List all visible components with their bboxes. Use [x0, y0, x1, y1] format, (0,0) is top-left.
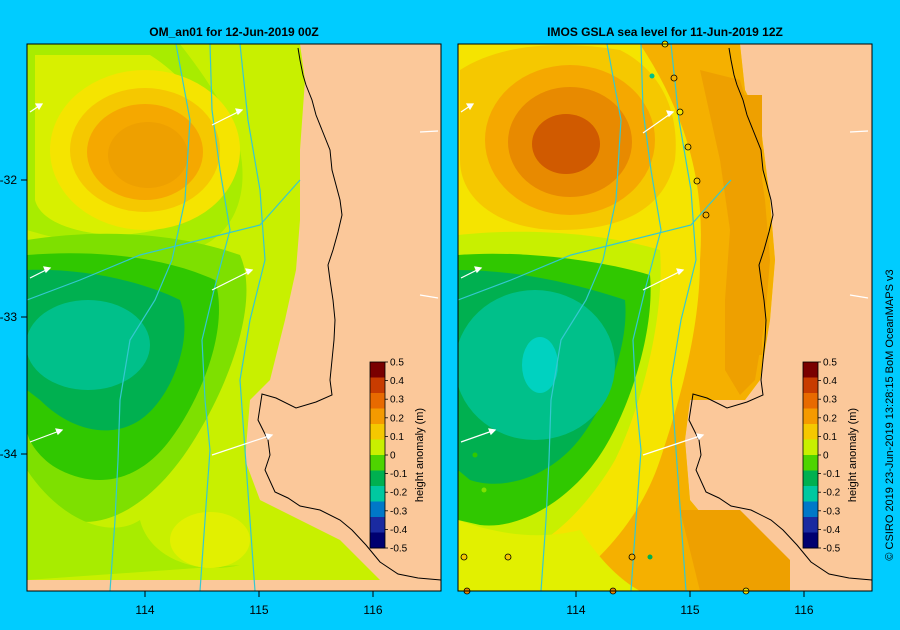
- colorbar-tick-label: -0.5: [823, 544, 841, 555]
- panel-frame: [457, 43, 873, 592]
- colorbar-swatch: [370, 455, 385, 471]
- panel-title: IMOS GSLA sea level for 11-Jun-2019 12Z: [547, 25, 783, 39]
- current-vectors: [460, 103, 869, 456]
- colorbar-swatch: [803, 470, 818, 487]
- colorbar-swatch: [370, 393, 385, 409]
- colorbar-swatch: [370, 377, 385, 394]
- colorbar-label: height anomaly (m): [847, 408, 859, 502]
- y-tick-label: -33: [0, 310, 17, 324]
- colorbar-swatch: [803, 517, 818, 533]
- colorbar: 0.5 0.4 0.3 0.2 0.1 0 -0.1 -0.2 -0.3 -0.4 -0.5 hei…: [802, 358, 859, 555]
- colorbar-swatch: [370, 424, 385, 440]
- colorbar: 0.5 0.4 0.3 0.2 0.1 0 -0.1 -0.2 -0.3 -0.4 -0.5 hei…: [369, 358, 426, 555]
- x-axis: 114 115 116: [135, 591, 383, 617]
- colorbar-tick-label: -0.1: [390, 469, 408, 480]
- colorbar-tick-label: 0.4: [823, 376, 837, 387]
- altimeter-tracks: [458, 44, 732, 591]
- colorbar-tick-label: -0.4: [823, 525, 841, 536]
- x-tick-label: 115: [249, 603, 268, 617]
- colorbar-swatch: [370, 501, 385, 518]
- colorbar-tick-label: 0.3: [390, 395, 404, 406]
- colorbar-swatch: [803, 424, 818, 440]
- colorbar-tick-label: -0.4: [390, 525, 408, 536]
- colorbar-tick-label: 0.2: [390, 413, 404, 424]
- colorbar-swatch: [370, 362, 385, 378]
- colorbar-tick-label: 0.1: [390, 432, 404, 443]
- colorbar-tick-label: -0.2: [823, 488, 841, 499]
- x-axis: 114 115 116: [566, 591, 814, 617]
- colorbar-tick-label: -0.1: [823, 469, 841, 480]
- colorbar-tick-label: 0.5: [823, 358, 837, 369]
- colorbar-tick-label: -0.3: [390, 506, 408, 517]
- x-tick-label: 115: [680, 603, 699, 617]
- colorbar-tick-label: 0: [390, 451, 396, 462]
- colorbar-swatch: [803, 377, 818, 394]
- coastline: [688, 47, 872, 581]
- colorbar-swatch: [370, 439, 385, 456]
- colorbar-tick-label: 0.1: [823, 432, 837, 443]
- colorbar-swatch: [370, 486, 385, 502]
- colorbar-tick-label: 0: [823, 451, 829, 462]
- map-panel-right[interactable]: IMOS GSLA sea level for 11-Jun-2019 12Z: [455, 25, 873, 617]
- colorbar-swatch: [370, 408, 385, 425]
- colorbar-tick-label: -0.2: [390, 488, 408, 499]
- colorbar-swatch: [803, 362, 818, 378]
- colorbar-swatch: [803, 532, 818, 549]
- x-tick-label: 116: [794, 603, 813, 617]
- x-tick-label: 114: [135, 603, 154, 617]
- colorbar-tick-label: -0.5: [390, 544, 408, 555]
- y-axis: -32 -33 -34: [0, 173, 27, 461]
- tide-gauge-markers: [460, 40, 750, 595]
- y-tick-label: -32: [0, 173, 17, 187]
- x-tick-label: 114: [566, 603, 585, 617]
- colorbar-swatch: [803, 455, 818, 471]
- current-vectors: [29, 103, 439, 456]
- colorbar-swatch: [803, 439, 818, 456]
- credit-text: © CSIRO 2019 23-Jun-2019 13:28:15 BoM Oc…: [884, 269, 896, 560]
- colorbar-tick-label: -0.3: [823, 506, 841, 517]
- colorbar-label: height anomaly (m): [414, 408, 426, 502]
- colorbar-swatch: [803, 393, 818, 409]
- colorbar-swatch: [370, 470, 385, 487]
- anomaly-field: [27, 44, 441, 591]
- colorbar-swatch: [803, 408, 818, 425]
- coastline: [257, 47, 441, 581]
- colorbar-tick-label: 0.2: [823, 413, 837, 424]
- colorbar-tick-label: 0.4: [390, 376, 404, 387]
- colorbar-swatch: [803, 486, 818, 502]
- colorbar-swatch: [803, 501, 818, 518]
- colorbar-tick-label: 0.3: [823, 395, 837, 406]
- altimeter-tracks: [27, 44, 301, 591]
- colorbar-tick-label: 0.5: [390, 358, 404, 369]
- colorbar-swatch: [370, 517, 385, 533]
- colorbar-swatch: [370, 532, 385, 549]
- panel-title: OM_an01 for 12-Jun-2019 00Z: [149, 25, 318, 39]
- y-tick-label: -34: [0, 447, 17, 461]
- map-panel-left[interactable]: OM_an01 for 12-Jun-2019 00Z: [0, 25, 442, 617]
- x-tick-label: 116: [363, 603, 382, 617]
